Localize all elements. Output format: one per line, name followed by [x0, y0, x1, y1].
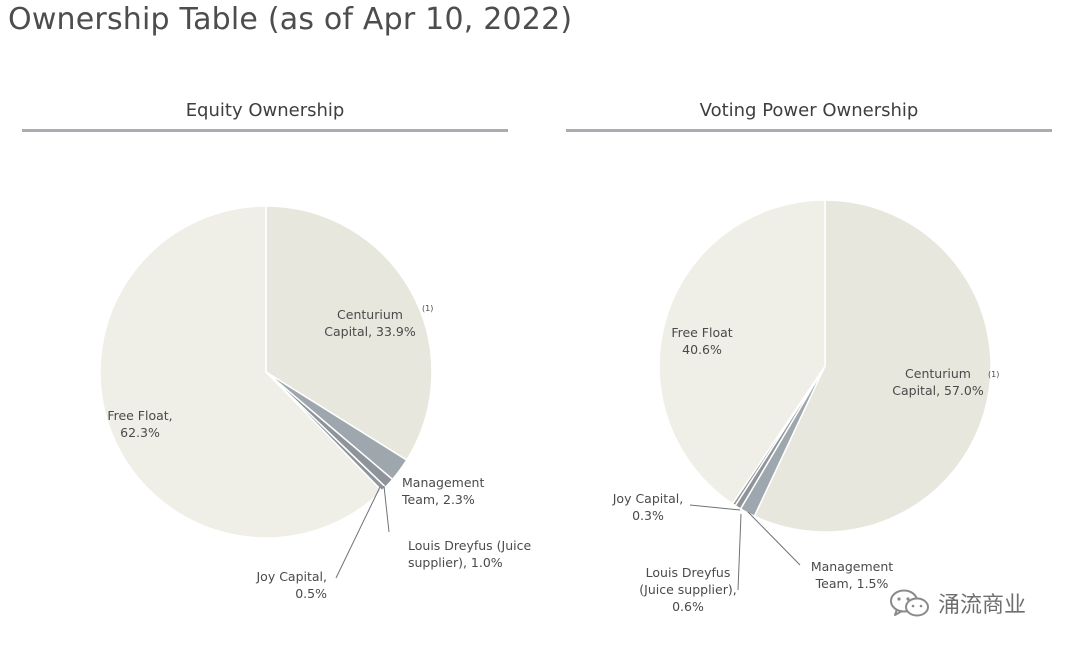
leader-line: [737, 513, 742, 591]
slice-label: Centurium Capital, 57.0%: [892, 366, 984, 398]
pie-slice-centurium-capital: [753, 199, 992, 533]
leader-line: [335, 486, 381, 579]
slice-label: Joy Capital, 0.5%: [255, 569, 327, 601]
leader-line: [747, 511, 801, 566]
slice-label: Free Float, 62.3%: [107, 408, 172, 440]
slice-label: Management Team, 1.5%: [811, 559, 893, 591]
page-title: Ownership Table (as of Apr 10, 2022): [8, 2, 573, 37]
watermark-text: 涌流商业: [938, 593, 1027, 618]
leader-line: [689, 504, 741, 511]
voting-chart-title: Voting Power Ownership: [699, 100, 919, 121]
slice-label: Management Team, 2.3%: [401, 475, 484, 507]
slice-label: Centurium Capital, 33.9%: [324, 307, 416, 339]
leader-line: [383, 485, 390, 533]
slice-label: Louis Dreyfus (Juice supplier), 0.6%: [639, 565, 736, 614]
pie-slice-centurium-capital: [265, 205, 433, 462]
wechat-icon: [890, 589, 929, 617]
equity-title-rule: [22, 129, 508, 132]
watermark: 涌流商业: [888, 587, 1026, 619]
voting-pie: Centurium Capital, 57.0% (1) Management Team…: [612, 199, 999, 614]
slice-label: Free Float 40.6%: [671, 325, 732, 357]
pie-slice-free-float: [658, 199, 826, 505]
slice-label: Louis Dreyfus (Juice supplier), 1.0%: [408, 538, 531, 570]
voting-title-rule: [566, 129, 1052, 132]
footnote-marker: (1): [422, 304, 433, 313]
pie-slice-free-float: [99, 205, 383, 539]
footnote-marker: (1): [988, 370, 999, 379]
equity-pie: Centurium Capital, 33.9% (1) Management Team…: [99, 205, 531, 601]
slice-label: Joy Capital, 0.3%: [612, 491, 684, 523]
equity-chart-title: Equity Ownership: [185, 100, 345, 121]
